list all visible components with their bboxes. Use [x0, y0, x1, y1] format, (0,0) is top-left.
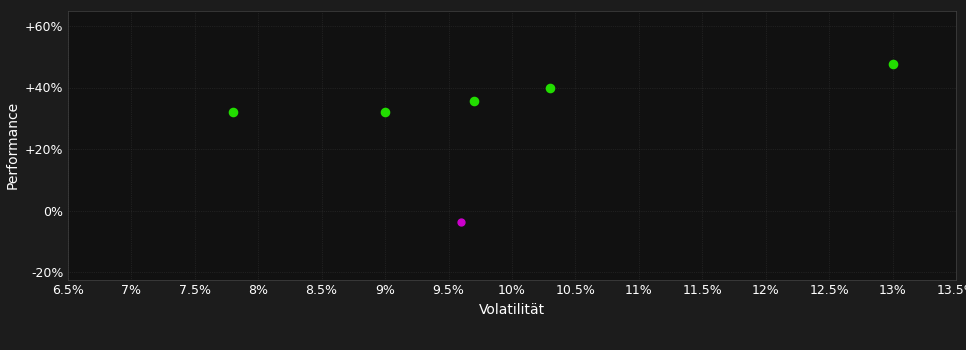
Point: [453, 219, 469, 225]
Point: [378, 109, 393, 115]
Y-axis label: Performance: Performance: [6, 101, 19, 189]
Point: [225, 109, 241, 115]
Point: [467, 99, 482, 104]
Point: [885, 62, 900, 67]
X-axis label: Volatilität: Volatilität: [479, 303, 545, 317]
Point: [542, 85, 557, 90]
